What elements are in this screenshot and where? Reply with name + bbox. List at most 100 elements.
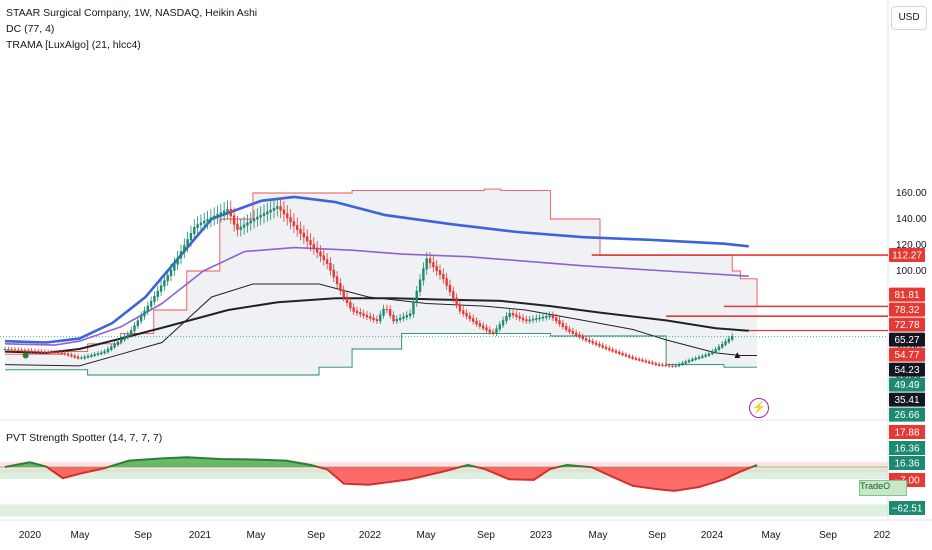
candle-body [100, 352, 103, 355]
candle-body [555, 317, 558, 322]
candle-body [717, 346, 721, 351]
candle-body [56, 352, 60, 354]
candle-body [116, 341, 120, 345]
candle-body [561, 323, 565, 327]
price-badge [889, 332, 925, 347]
candle-body [319, 251, 322, 257]
candle-body [701, 355, 704, 358]
candle-body [711, 351, 714, 355]
candle-body [508, 312, 511, 317]
candle-body [485, 327, 488, 331]
currency-selector[interactable]: USD [891, 6, 927, 30]
candle-body [169, 269, 173, 277]
candle-body [20, 349, 23, 352]
candle-body [425, 258, 428, 270]
price-badge-label: 112.27 [892, 251, 922, 262]
candle-body [106, 348, 110, 353]
pvt-lower-band [0, 504, 888, 517]
candle-body [136, 320, 140, 327]
candle-body [388, 309, 392, 316]
time-axis-label: Sep [307, 530, 325, 541]
pvt-badge-label: 17.88 [894, 428, 919, 439]
candle-body [681, 362, 684, 366]
candle-body [249, 220, 252, 224]
pvt-badge [889, 441, 925, 455]
candle-body [212, 215, 216, 219]
candle-body [724, 341, 727, 345]
candle-body [442, 273, 445, 280]
candle-body [309, 240, 312, 246]
candle-body [581, 336, 584, 340]
chart-title: STAAR Surgical Company, 1W, NASDAQ, Heik… [6, 7, 258, 19]
indicator-pvt-label[interactable]: PVT Strength Spotter (14, 7, 7, 7) [6, 432, 163, 444]
price-badge [889, 248, 925, 263]
candle-body [153, 295, 156, 302]
candle-body [282, 209, 286, 215]
candle-body [86, 355, 90, 358]
pvt-badge [889, 456, 925, 470]
candle-body [369, 316, 372, 319]
candle-body [312, 244, 316, 249]
trama-purple-line [4, 246, 749, 346]
price-badge-label: 49.49 [894, 380, 919, 391]
candle-body [272, 207, 276, 211]
candle-body [372, 317, 375, 321]
candle-body [17, 349, 20, 351]
candle-body [452, 291, 455, 299]
candle-body [349, 302, 352, 309]
price-badge [889, 317, 925, 332]
candle-body [438, 270, 442, 275]
candle-body [193, 226, 196, 235]
candle-body [418, 279, 422, 292]
pvt-badge-label: 16.36 [894, 444, 919, 455]
candle-body [266, 211, 269, 215]
time-axis-label: May [762, 530, 781, 541]
candle-body [269, 209, 272, 213]
candle-body [120, 339, 123, 343]
candle-body [568, 328, 571, 332]
candle-body [239, 226, 242, 230]
candle-body [93, 354, 96, 356]
time-axis-label: May [417, 530, 436, 541]
price-badge [889, 362, 925, 377]
candle-body [445, 278, 448, 286]
candle-body [33, 350, 37, 353]
candle-body [511, 312, 515, 316]
candle-body [299, 228, 302, 234]
candle-body [631, 356, 634, 359]
candle-body [641, 359, 644, 362]
candle-body [292, 221, 296, 227]
pvt-badge-label: −62.51 [892, 504, 923, 515]
time-axis-label: 202 [874, 530, 891, 541]
pvt-positive-area [5, 457, 757, 467]
price-badge [889, 302, 925, 317]
candle-body [505, 315, 508, 322]
candle-body [66, 353, 70, 356]
candle-body [236, 223, 239, 230]
candle-body [521, 317, 525, 321]
pvt-negative-area [5, 467, 757, 491]
candle-body [528, 319, 531, 322]
candle-body [634, 357, 638, 360]
candle-body [27, 350, 30, 352]
lightning-icon[interactable]: ⚡ [749, 398, 769, 418]
candle-body [219, 212, 223, 216]
candle-body [73, 355, 76, 358]
candle-body [50, 351, 53, 354]
candle-body [352, 307, 355, 312]
candle-body [621, 353, 624, 356]
candle-body [103, 351, 106, 354]
candle-body [110, 346, 113, 350]
indicator-dc-label[interactable]: DC (77, 4) [6, 23, 55, 35]
price-axis-label: 100.00 [896, 266, 927, 277]
candle-body [588, 339, 591, 343]
time-axis-label: 2024 [701, 530, 724, 541]
indicator-trama-label[interactable]: TRAMA [LuxAlgo] (21, hlcc4) [6, 39, 141, 51]
candle-body [325, 259, 329, 264]
price-badge-label: 65.27 [894, 335, 919, 346]
candle-body [535, 318, 538, 320]
candle-body [415, 290, 418, 304]
donchian-fill [5, 189, 757, 375]
candle-body [339, 283, 342, 291]
